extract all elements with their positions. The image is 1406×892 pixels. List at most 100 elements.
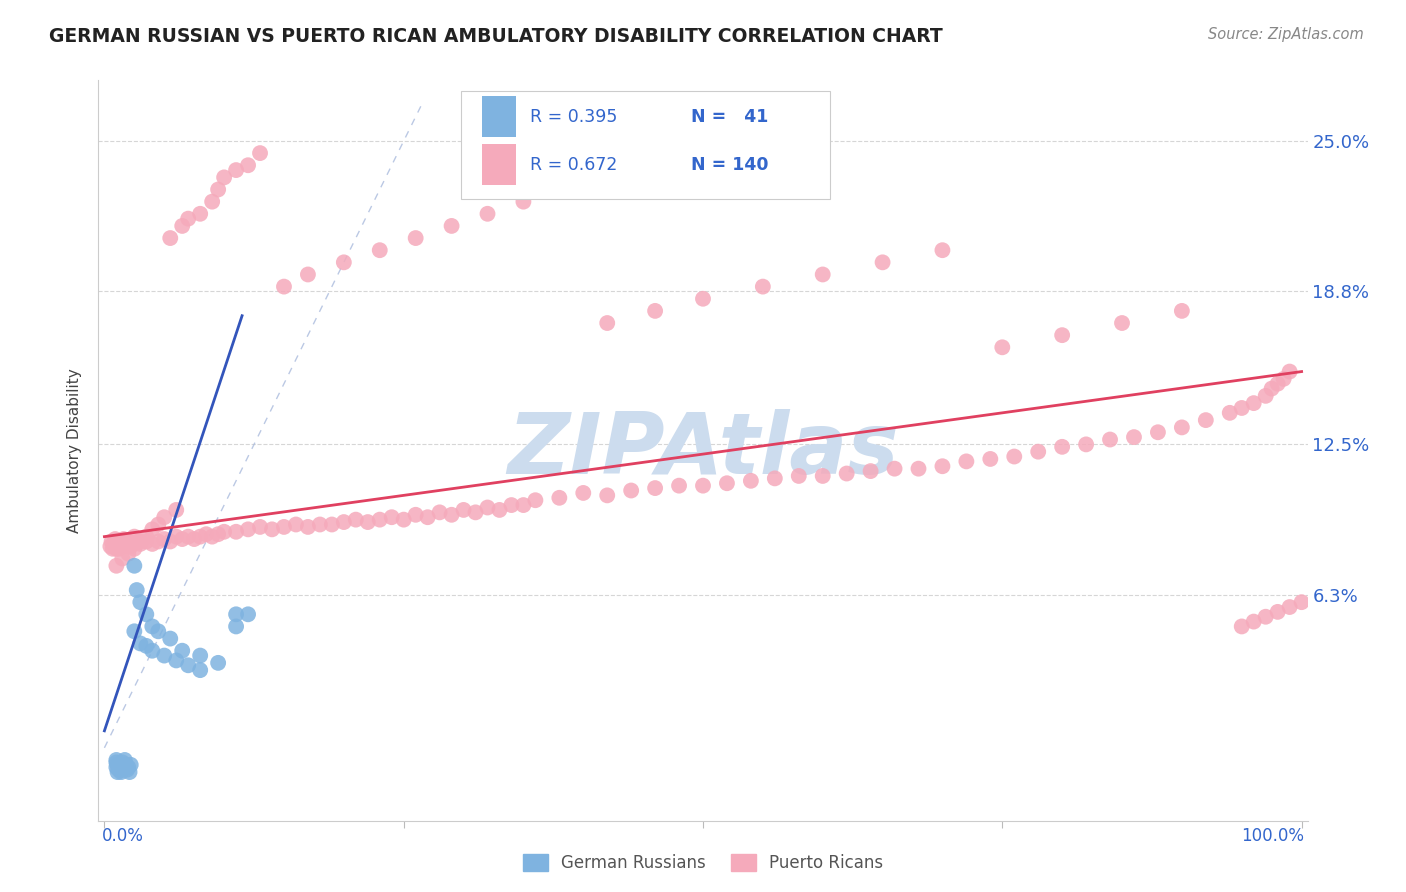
Point bbox=[141, 644, 163, 658]
Point bbox=[405, 231, 427, 245]
Point bbox=[344, 513, 367, 527]
Point bbox=[120, 757, 142, 772]
Point bbox=[1002, 450, 1025, 464]
Point bbox=[333, 515, 356, 529]
Point bbox=[225, 524, 247, 539]
Point bbox=[101, 541, 124, 556]
Point bbox=[548, 491, 571, 505]
Point bbox=[381, 510, 404, 524]
Point bbox=[115, 757, 138, 772]
Point bbox=[107, 539, 129, 553]
Text: Source: ZipAtlas.com: Source: ZipAtlas.com bbox=[1208, 27, 1364, 42]
Point bbox=[1219, 406, 1241, 420]
Point bbox=[955, 454, 977, 468]
FancyBboxPatch shape bbox=[482, 145, 516, 185]
Point bbox=[1074, 437, 1097, 451]
Point bbox=[177, 658, 200, 673]
Point bbox=[787, 469, 810, 483]
Point bbox=[596, 488, 619, 502]
Point bbox=[124, 558, 146, 573]
Point bbox=[477, 207, 499, 221]
Point bbox=[124, 541, 146, 556]
Point bbox=[148, 517, 170, 532]
Legend: German Russians, Puerto Ricans: German Russians, Puerto Ricans bbox=[516, 847, 890, 879]
Point bbox=[127, 534, 149, 549]
Point bbox=[416, 510, 439, 524]
Point bbox=[120, 539, 142, 553]
Point bbox=[148, 534, 170, 549]
Point bbox=[135, 530, 157, 544]
Point bbox=[501, 498, 523, 512]
Point bbox=[811, 469, 834, 483]
Point bbox=[1230, 401, 1253, 415]
Point bbox=[201, 530, 224, 544]
Point bbox=[110, 765, 132, 780]
Point bbox=[249, 146, 271, 161]
Point bbox=[177, 530, 200, 544]
Point bbox=[883, 461, 905, 475]
Point bbox=[1171, 304, 1194, 318]
Point bbox=[110, 539, 132, 553]
Point bbox=[135, 534, 157, 549]
Point bbox=[1111, 316, 1133, 330]
Point bbox=[979, 452, 1001, 467]
Point bbox=[100, 539, 122, 553]
Point bbox=[716, 476, 738, 491]
Point bbox=[477, 500, 499, 515]
Point bbox=[236, 607, 259, 622]
Point bbox=[464, 505, 486, 519]
Point bbox=[1267, 605, 1289, 619]
Point bbox=[112, 760, 135, 774]
Text: 0.0%: 0.0% bbox=[103, 828, 143, 846]
Point bbox=[118, 765, 141, 780]
Point bbox=[212, 170, 235, 185]
Point bbox=[763, 471, 786, 485]
Point bbox=[104, 532, 127, 546]
Point bbox=[273, 279, 295, 293]
Point bbox=[907, 461, 929, 475]
Point bbox=[112, 532, 135, 546]
Point bbox=[141, 537, 163, 551]
Point bbox=[1278, 600, 1301, 615]
Text: ZIPAtlas: ZIPAtlas bbox=[508, 409, 898, 492]
Point bbox=[405, 508, 427, 522]
Point bbox=[117, 534, 139, 549]
Point bbox=[129, 595, 152, 609]
Point bbox=[141, 522, 163, 536]
Point bbox=[117, 547, 139, 561]
Point bbox=[124, 624, 146, 639]
Point bbox=[188, 663, 211, 677]
Point bbox=[644, 304, 666, 318]
Point bbox=[212, 524, 235, 539]
Point bbox=[368, 243, 391, 257]
Point bbox=[752, 279, 775, 293]
Point bbox=[811, 268, 834, 282]
Point bbox=[321, 517, 343, 532]
Point bbox=[620, 483, 643, 498]
Point bbox=[835, 467, 858, 481]
Point bbox=[129, 534, 152, 549]
Point bbox=[107, 765, 129, 780]
Point bbox=[195, 527, 218, 541]
Point bbox=[668, 478, 690, 492]
Point bbox=[1099, 433, 1122, 447]
Point bbox=[165, 530, 187, 544]
Point bbox=[105, 756, 128, 770]
Point bbox=[429, 505, 451, 519]
Point bbox=[512, 194, 534, 209]
Point bbox=[129, 537, 152, 551]
Point bbox=[644, 481, 666, 495]
Text: N =   41: N = 41 bbox=[690, 108, 768, 126]
Point bbox=[1291, 595, 1313, 609]
Point bbox=[103, 537, 125, 551]
Point bbox=[115, 763, 138, 777]
Point bbox=[740, 474, 762, 488]
Point bbox=[159, 231, 181, 245]
Point bbox=[1267, 376, 1289, 391]
Point bbox=[1050, 440, 1073, 454]
Point bbox=[114, 753, 136, 767]
Point bbox=[201, 194, 224, 209]
Point bbox=[117, 760, 139, 774]
Point bbox=[153, 510, 176, 524]
Point bbox=[207, 182, 229, 196]
